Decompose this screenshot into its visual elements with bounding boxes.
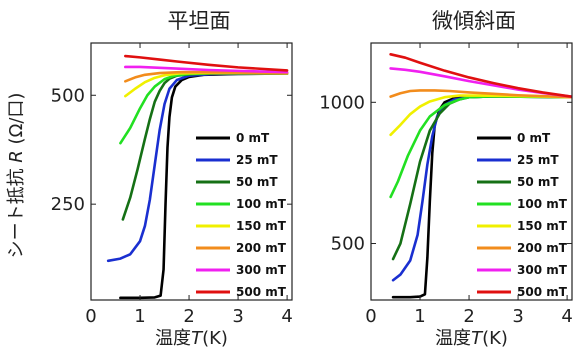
x-tick-label: 2 [183,306,194,327]
y-tick-label: 500 [331,234,365,255]
x-axis-label-prefix: 温度 [435,328,471,349]
legend-label: 150 mT [517,219,568,233]
legend-label: 100 mT [236,197,287,211]
series-line-500-mT [124,54,289,72]
x-tick-label: 1 [414,306,425,327]
x-tick-label: 0 [365,306,376,327]
legend: 0 mT 25 mT 50 mT 100 mT 150 mT 200 mT 300 mT 50… [477,131,568,299]
x-axis-label-var: T [471,328,484,349]
legend-label: 0 mT [236,131,270,145]
x-axis-label-unit: (K) [482,328,508,349]
legend-label: 200 mT [236,241,287,255]
plot-frame [90,42,293,301]
x-tick-label: 2 [463,306,474,327]
y-tick-label: 1000 [319,92,365,113]
legend-label: 100 mT [517,197,568,211]
legend-label: 300 mT [236,263,287,277]
legend-label: 500 mT [517,285,568,299]
legend-label: 25 mT [517,153,559,167]
legend-label: 25 mT [236,153,278,167]
chart-panel-2: 微傾斜面 0 1 2 3 4 500 1000 温度T(K) 0 mT 25 mT 50 mT 100 … [319,9,573,349]
legend-label: 150 mT [236,219,287,233]
legend-label: 0 mT [517,131,551,145]
x-tick-label: 1 [134,306,145,327]
x-axis-label-prefix: 温度 [155,328,191,349]
series-line-150-mT [389,94,572,137]
x-tick-label: 4 [561,306,572,327]
series-line-25-mT [106,72,289,263]
chart-panel-1: 平坦面 0 1 2 3 4 250 500 温度T(K) シート抵抗 R (Ω/口) 0 mT 25 … [6,9,293,349]
legend-label: 300 mT [517,263,568,277]
x-tick-label: 3 [512,306,523,327]
legend-label: 500 mT [236,285,287,299]
legend-label: 50 mT [236,175,278,189]
y-axis-label-var: R [6,150,27,163]
y-tick-label: 250 [51,194,85,215]
plot-frame [370,42,573,301]
x-tick-label: 0 [85,306,96,327]
series-line-200-mT [389,89,572,99]
x-axis-label-unit: (K) [202,328,228,349]
y-tick-label: 500 [51,85,85,106]
x-tick-label: 4 [281,306,292,327]
series-line-500-mT [389,53,572,98]
series-group [106,54,289,300]
series-line-200-mT [124,70,289,83]
y-axis-label: シート抵抗 R (Ω/口) [6,93,27,259]
legend: 0 mT 25 mT 50 mT 100 mT 150 mT 200 mT 300 mT 50… [196,131,287,299]
chart-title: 微傾斜面 [432,9,516,33]
y-axis-label-unit: (Ω/口) [6,93,27,151]
series-group [389,53,572,299]
y-axis-label-prefix: シート抵抗 [6,163,27,259]
series-line-300-mT [124,65,289,74]
x-tick-label: 3 [232,306,243,327]
legend-label: 200 mT [517,241,568,255]
x-axis-label-var: T [191,328,204,349]
x-axis-label: 温度T(K) [155,328,228,349]
x-axis-label: 温度T(K) [435,328,508,349]
legend-label: 50 mT [517,175,559,189]
chart-title: 平坦面 [168,9,231,33]
